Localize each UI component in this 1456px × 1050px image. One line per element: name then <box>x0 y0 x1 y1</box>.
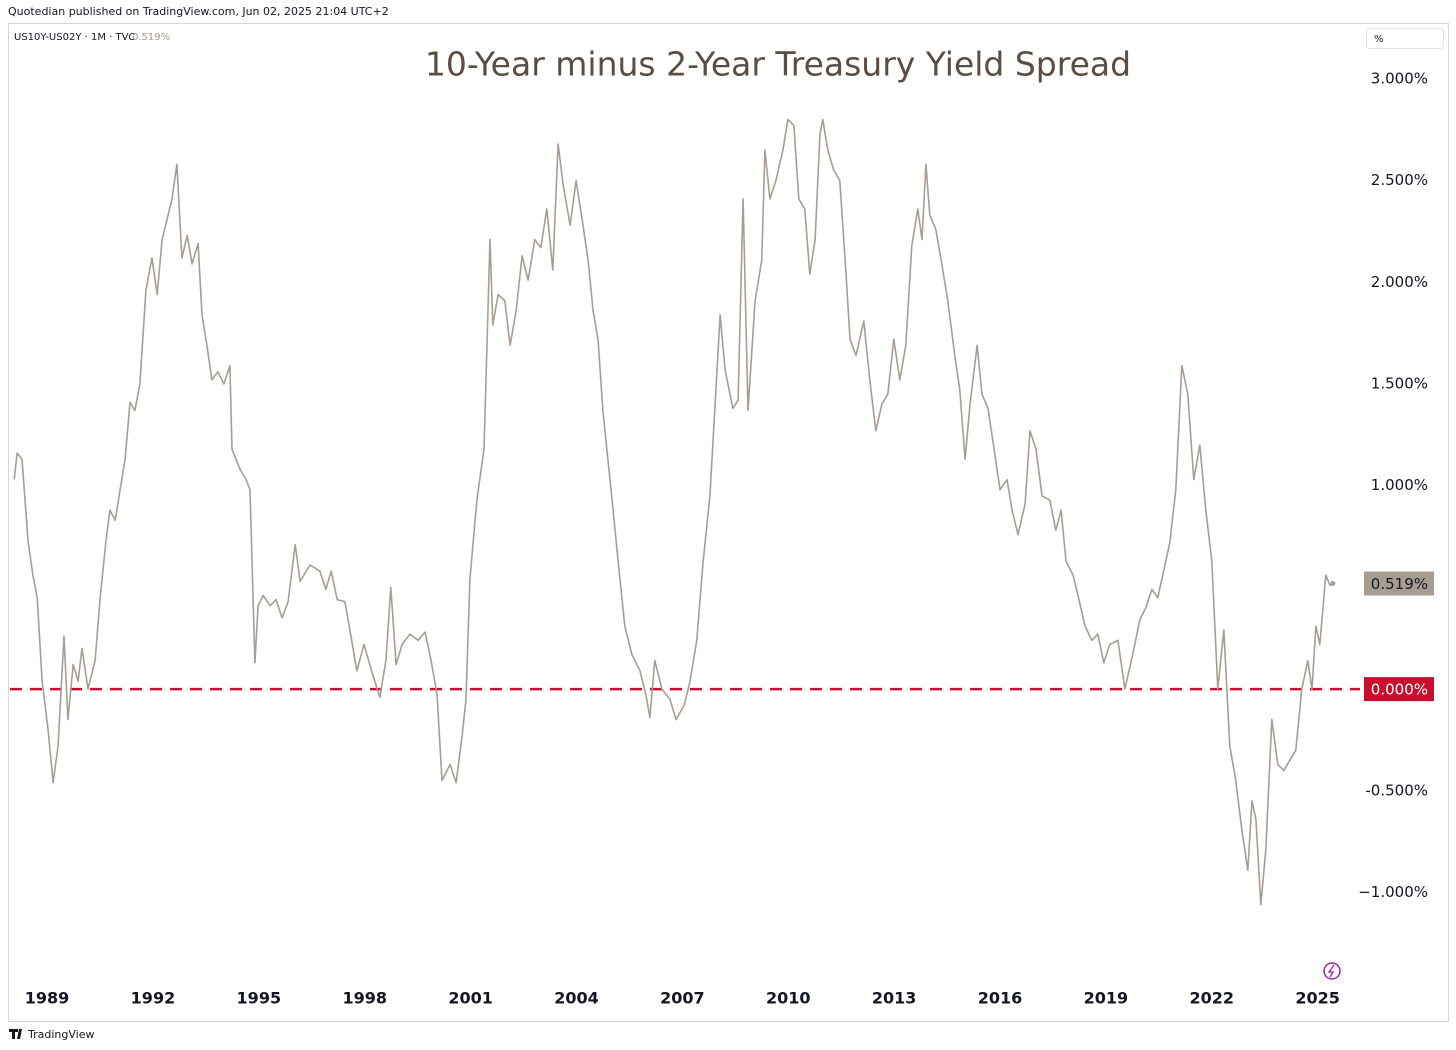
y-tick-label: -0.500% <box>1365 781 1428 799</box>
y-tick-label: 3.000% <box>1371 69 1428 87</box>
x-tick-label: 2016 <box>978 989 1023 1008</box>
x-tick-label: 1998 <box>342 989 387 1008</box>
x-tick-label: 1992 <box>131 989 176 1008</box>
last-value-label: 0.519% <box>1371 575 1428 593</box>
x-tick-label: 2004 <box>554 989 599 1008</box>
header: Quotedian published on TradingView.com, … <box>8 5 389 18</box>
series-line <box>13 118 1334 906</box>
chart-title: 10-Year minus 2-Year Treasury Yield Spre… <box>425 45 1131 84</box>
unit-button[interactable] <box>1366 28 1444 49</box>
legend-value: 0.519% <box>132 32 170 43</box>
reference-label-box <box>1364 677 1434 702</box>
x-tick-label: 1995 <box>237 989 282 1008</box>
y-tick-label: −1.000% <box>1358 883 1428 901</box>
last-point <box>1330 581 1336 587</box>
reference-label: 0.000% <box>1371 681 1428 699</box>
x-tick-label: 2022 <box>1189 989 1234 1008</box>
y-tick-label: 2.000% <box>1371 273 1428 291</box>
frame <box>8 23 1449 1022</box>
y-tick-label: 2.500% <box>1371 171 1428 189</box>
unit-button-label: % <box>1374 34 1384 45</box>
x-tick-label: 2019 <box>1084 989 1129 1008</box>
x-tick-label: 2013 <box>872 989 917 1008</box>
last-value-box <box>1364 571 1434 596</box>
x-tick-label: 2025 <box>1295 989 1340 1008</box>
brand: TradingView <box>27 1028 94 1041</box>
event-icon[interactable] <box>1323 962 1341 980</box>
y-tick-label: 1.000% <box>1371 476 1428 494</box>
x-tick-label: 2007 <box>660 989 705 1008</box>
x-tick-label: 2010 <box>766 989 811 1008</box>
x-tick-label: 1989 <box>25 989 70 1008</box>
y-tick-label: 1.500% <box>1371 374 1428 392</box>
brand-logo <box>9 1029 22 1039</box>
x-tick-label: 2001 <box>448 989 493 1008</box>
event-icon-bolt <box>1327 964 1335 978</box>
legend-name: US10Y-US02Y · 1M · TVC <box>14 32 135 43</box>
